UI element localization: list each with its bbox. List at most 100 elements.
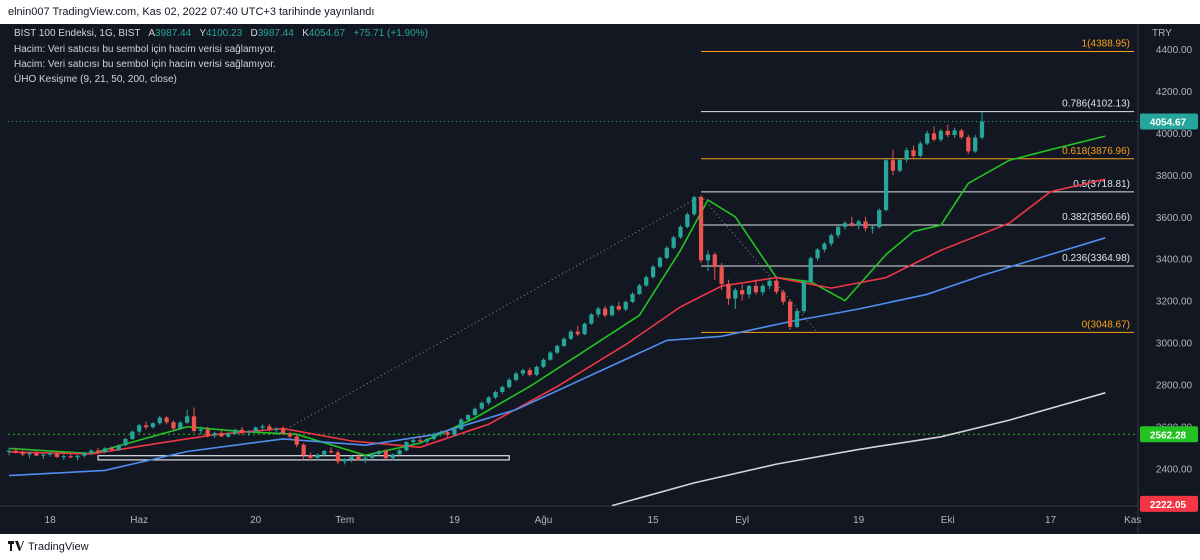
candle-body[interactable] <box>459 419 464 430</box>
candle-body[interactable] <box>938 130 944 140</box>
candle-body[interactable] <box>815 249 820 259</box>
candle-body[interactable] <box>212 433 217 436</box>
candle-body[interactable] <box>41 454 46 456</box>
candle-body[interactable] <box>342 459 347 462</box>
candle-body[interactable] <box>150 423 156 428</box>
candle-body[interactable] <box>479 402 484 409</box>
candle-body[interactable] <box>842 223 848 227</box>
candle-body[interactable] <box>116 445 121 450</box>
candle-body[interactable] <box>959 130 964 138</box>
candle-body[interactable] <box>363 457 368 460</box>
candle-body[interactable] <box>890 160 896 171</box>
candle-body[interactable] <box>596 308 601 315</box>
candle-body[interactable] <box>794 311 800 327</box>
candle-body[interactable] <box>705 254 711 261</box>
candle-body[interactable] <box>308 455 313 458</box>
candle-body[interactable] <box>370 454 375 458</box>
candle-body[interactable] <box>260 426 265 428</box>
candle-body[interactable] <box>328 451 334 453</box>
candle-body[interactable] <box>555 345 560 353</box>
candle-body[interactable] <box>47 453 53 455</box>
candle-body[interactable] <box>575 331 580 335</box>
candle-body[interactable] <box>719 267 724 284</box>
candle-body[interactable] <box>356 456 361 460</box>
candle-body[interactable] <box>198 429 203 431</box>
legend-indicator[interactable]: ÜHO Kesişme (9, 21, 50, 200, close) <box>14 74 177 85</box>
candle-body[interactable] <box>630 293 635 302</box>
candle-body[interactable] <box>657 257 663 267</box>
candle-body[interactable] <box>671 237 676 248</box>
candle-body[interactable] <box>349 456 354 460</box>
candle-body[interactable] <box>664 247 669 258</box>
candle-body[interactable] <box>685 214 690 227</box>
candle-body[interactable] <box>418 440 423 442</box>
candle-body[interactable] <box>740 290 745 295</box>
candle-body[interactable] <box>171 422 176 429</box>
candle-body[interactable] <box>267 426 272 431</box>
candle-body[interactable] <box>246 431 251 433</box>
candle-body[interactable] <box>520 370 526 374</box>
candle-body[interactable] <box>822 243 827 250</box>
candle-body[interactable] <box>692 197 697 215</box>
candle-body[interactable] <box>68 456 73 458</box>
candle-body[interactable] <box>561 338 567 346</box>
candle-body[interactable] <box>486 397 491 403</box>
candle-body[interactable] <box>239 429 245 433</box>
candle-body[interactable] <box>137 425 142 432</box>
chart-svg[interactable]: 1(4388.95) 0.786(4102.13) 0.618(3876.96) 0.… <box>0 24 1200 534</box>
candle-body[interactable] <box>527 370 532 375</box>
candle-body[interactable] <box>856 221 861 226</box>
candle-body[interactable] <box>918 143 923 157</box>
candle-body[interactable] <box>13 450 18 453</box>
candle-body[interactable] <box>712 254 717 268</box>
candle-body[interactable] <box>95 450 101 452</box>
candle-body[interactable] <box>157 417 162 424</box>
candle-body[interactable] <box>109 448 114 450</box>
candle-body[interactable] <box>623 301 628 310</box>
candle-body[interactable] <box>219 433 224 437</box>
candle-body[interactable] <box>753 285 759 293</box>
legend-volume-2[interactable]: Hacim: Veri satıcısı bu sembol için haci… <box>14 59 276 70</box>
candle-body[interactable] <box>829 235 834 244</box>
candle-body[interactable] <box>287 433 293 437</box>
candle-body[interactable] <box>589 314 594 324</box>
candle-body[interactable] <box>20 452 25 455</box>
candle-body[interactable] <box>931 133 937 140</box>
candle-body[interactable] <box>541 359 546 367</box>
symbol-title[interactable]: BIST 100 Endeksi, 1G, BIST <box>14 28 141 39</box>
candle-body[interactable] <box>130 431 135 439</box>
candle-body[interactable] <box>973 137 978 152</box>
candle-body[interactable] <box>123 438 128 446</box>
candle-body[interactable] <box>445 432 450 435</box>
candle-body[interactable] <box>746 285 752 295</box>
candle-body[interactable] <box>205 429 210 436</box>
candle-body[interactable] <box>616 306 621 310</box>
candle-body[interactable] <box>897 159 902 171</box>
candle-body[interactable] <box>143 425 149 428</box>
candle-body[interactable] <box>438 432 443 434</box>
candle-body[interactable] <box>788 301 793 327</box>
candle-body[interactable] <box>178 422 183 429</box>
candle-body[interactable] <box>678 226 683 238</box>
candle-body[interactable] <box>500 386 505 392</box>
candle-body[interactable] <box>465 415 471 420</box>
candle-body[interactable] <box>82 452 87 456</box>
candle-body[interactable] <box>760 285 765 293</box>
candle-body[interactable] <box>185 416 190 423</box>
candle-body[interactable] <box>870 227 875 229</box>
candle-body[interactable] <box>376 451 382 455</box>
candle-body[interactable] <box>27 453 32 455</box>
candle-body[interactable] <box>404 442 409 451</box>
candle-body[interactable] <box>75 455 80 458</box>
candle-body[interactable] <box>945 130 950 136</box>
candle-body[interactable] <box>335 452 341 462</box>
candle-body[interactable] <box>925 133 930 144</box>
candle-body[interactable] <box>781 291 786 302</box>
candle-body[interactable] <box>54 453 60 457</box>
candle-body[interactable] <box>274 428 279 431</box>
candle-body[interactable] <box>911 150 916 157</box>
candle-body[interactable] <box>644 277 649 286</box>
candle-body[interactable] <box>650 266 656 278</box>
candle-body[interactable] <box>280 428 286 434</box>
candle-body[interactable] <box>6 450 12 452</box>
